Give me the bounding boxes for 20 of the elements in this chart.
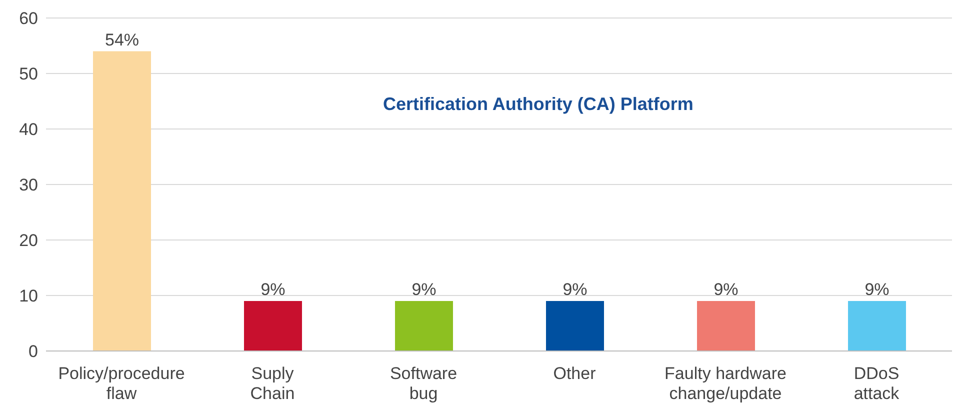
x-tick-label: Policy/procedure flaw xyxy=(58,364,185,403)
y-tick-label: 20 xyxy=(19,231,38,250)
x-tick-label: Software bug xyxy=(390,364,458,403)
y-tick-label: 60 xyxy=(19,9,38,28)
x-tick-label: Suply Chain xyxy=(250,364,295,403)
data-label: 9% xyxy=(562,280,588,300)
text: Certification Authority (CA) Platform xyxy=(383,94,694,115)
data-label: 9% xyxy=(714,280,738,300)
y-tick-label: 10 xyxy=(19,286,38,306)
x-tick-label: Other xyxy=(553,364,596,383)
x-tick-label: DDoS attack xyxy=(854,364,900,403)
data-label: 54% xyxy=(104,30,140,50)
data-label: 9% xyxy=(864,280,890,300)
data-label: 9% xyxy=(412,280,436,300)
y-tick-label: 30 xyxy=(19,176,38,195)
y-tick-label: 0 xyxy=(28,342,38,362)
x-tick-label: Faulty hardware change/update xyxy=(664,364,786,403)
data-label: 9% xyxy=(260,280,286,300)
y-tick-label: 50 xyxy=(19,64,38,84)
y-tick-label: 40 xyxy=(19,120,38,140)
